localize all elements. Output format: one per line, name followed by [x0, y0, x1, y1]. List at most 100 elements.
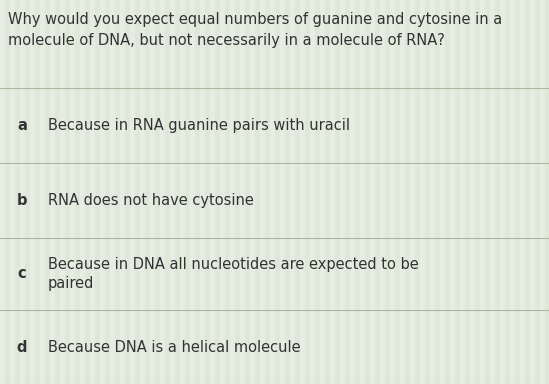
Bar [350, 0, 355, 384]
Bar [380, 0, 385, 384]
Bar [415, 0, 420, 384]
Bar [60, 0, 65, 384]
Bar [105, 0, 110, 384]
Bar [520, 0, 525, 384]
Bar [375, 0, 380, 384]
Bar [35, 0, 40, 384]
Bar [80, 0, 85, 384]
Bar [100, 0, 105, 384]
Bar [245, 0, 250, 384]
Bar [360, 0, 365, 384]
Bar [330, 0, 335, 384]
Bar [400, 0, 405, 384]
Bar [295, 0, 300, 384]
Bar [75, 0, 80, 384]
Bar [255, 0, 260, 384]
Text: Because in RNA guanine pairs with uracil: Because in RNA guanine pairs with uracil [48, 118, 350, 133]
Text: RNA does not have cytosine: RNA does not have cytosine [48, 193, 254, 208]
Bar [175, 0, 180, 384]
Bar [55, 0, 60, 384]
Bar [140, 0, 145, 384]
Bar [345, 0, 350, 384]
Bar [145, 0, 150, 384]
Bar [450, 0, 455, 384]
Bar [355, 0, 360, 384]
Bar [260, 0, 265, 384]
Bar [30, 0, 35, 384]
Bar [20, 0, 25, 384]
Bar [510, 0, 515, 384]
Bar [430, 0, 435, 384]
Bar [40, 0, 45, 384]
Bar [540, 0, 545, 384]
Bar [165, 0, 170, 384]
Bar [505, 0, 510, 384]
Bar [0, 0, 5, 384]
Bar [10, 0, 15, 384]
Bar [275, 0, 280, 384]
Bar [395, 0, 400, 384]
Bar [340, 0, 345, 384]
Bar [120, 0, 125, 384]
Bar [305, 0, 310, 384]
Bar [285, 0, 290, 384]
Bar [5, 0, 10, 384]
Bar [240, 0, 245, 384]
Bar [195, 0, 200, 384]
Bar [425, 0, 430, 384]
Bar [215, 0, 220, 384]
Bar [200, 0, 205, 384]
Bar [115, 0, 120, 384]
Bar [365, 0, 370, 384]
Bar [445, 0, 450, 384]
Bar [135, 0, 140, 384]
Bar [210, 0, 215, 384]
Bar [130, 0, 135, 384]
Bar [495, 0, 500, 384]
Bar [125, 0, 130, 384]
Bar [545, 0, 549, 384]
Bar [320, 0, 325, 384]
Bar [325, 0, 330, 384]
Bar [50, 0, 55, 384]
Bar [485, 0, 490, 384]
Bar [85, 0, 90, 384]
Bar [440, 0, 445, 384]
Bar [435, 0, 440, 384]
Bar [90, 0, 95, 384]
Bar [230, 0, 235, 384]
Text: a: a [17, 118, 27, 133]
Text: Because DNA is a helical molecule: Because DNA is a helical molecule [48, 339, 301, 354]
Text: b: b [17, 193, 27, 208]
Bar [160, 0, 165, 384]
Bar [310, 0, 315, 384]
Bar [490, 0, 495, 384]
Bar [25, 0, 30, 384]
Bar [500, 0, 505, 384]
Bar [150, 0, 155, 384]
Bar [480, 0, 485, 384]
Bar [225, 0, 230, 384]
Bar [390, 0, 395, 384]
Bar [185, 0, 190, 384]
Bar [535, 0, 540, 384]
Bar [455, 0, 460, 384]
Bar [220, 0, 225, 384]
Bar [235, 0, 240, 384]
Bar [45, 0, 50, 384]
Bar [180, 0, 185, 384]
Bar [270, 0, 275, 384]
Bar [475, 0, 480, 384]
Bar [205, 0, 210, 384]
Bar [190, 0, 195, 384]
Bar [15, 0, 20, 384]
Bar [370, 0, 375, 384]
Bar [250, 0, 255, 384]
Text: Why would you expect equal numbers of guanine and cytosine in a
molecule of DNA,: Why would you expect equal numbers of gu… [8, 12, 502, 48]
Text: d: d [17, 339, 27, 354]
Bar [410, 0, 415, 384]
Bar [70, 0, 75, 384]
Bar [110, 0, 115, 384]
Bar [155, 0, 160, 384]
Bar [385, 0, 390, 384]
